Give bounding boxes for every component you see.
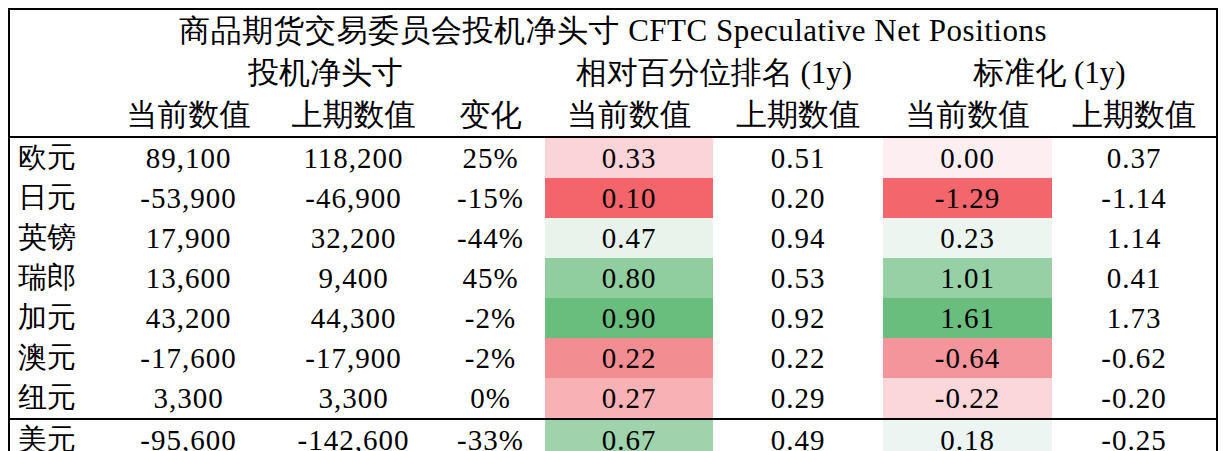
pct-current-cell: 0.47 (545, 218, 713, 258)
group-header-row: 投机净头寸 相对百分位排名 (1y) 标准化 (1y) (9, 52, 1217, 94)
cftc-positions-table: 商品期货交易委员会投机净头寸 CFTC Speculative Net Posi… (8, 8, 1218, 451)
std-previous-cell: -1.14 (1052, 178, 1217, 218)
change-cell: -15% (436, 178, 545, 218)
pos-current-cell: -17,600 (106, 338, 271, 378)
subheader-pos-current: 当前数值 (106, 94, 271, 137)
table-row-cad: 加元 43,200 44,300 -2% 0.90 0.92 1.61 1.73 (9, 298, 1217, 338)
pos-previous-cell: 32,200 (271, 218, 436, 258)
pct-current-cell: 0.22 (545, 338, 713, 378)
page-title: 商品期货交易委员会投机净头寸 CFTC Speculative Net Posi… (9, 9, 1217, 52)
pct-previous-cell: 0.92 (713, 298, 883, 338)
std-current-cell: 1.01 (883, 258, 1052, 298)
pct-current-cell: 0.90 (545, 298, 713, 338)
subheader-std-current: 当前数值 (883, 94, 1052, 137)
table-row-usd: 美元 -95,600 -142,600 -33% 0.67 0.49 0.18 … (9, 419, 1217, 451)
pos-current-cell: 3,300 (106, 378, 271, 419)
std-previous-cell: -0.20 (1052, 378, 1217, 419)
pos-previous-cell: 9,400 (271, 258, 436, 298)
currency-label: 欧元 (9, 137, 106, 178)
table-row-aud: 澳元 -17,600 -17,900 -2% 0.22 0.22 -0.64 -… (9, 338, 1217, 378)
pos-previous-cell: -46,900 (271, 178, 436, 218)
subheader-pos-previous: 上期数值 (271, 94, 436, 137)
change-cell: 0% (436, 378, 545, 419)
change-cell: 45% (436, 258, 545, 298)
pos-previous-cell: -142,600 (271, 419, 436, 451)
group-header-percentile: 相对百分位排名 (1y) (545, 52, 883, 94)
pos-previous-cell: -17,900 (271, 338, 436, 378)
change-cell: -33% (436, 419, 545, 451)
pos-current-cell: 17,900 (106, 218, 271, 258)
table-row-eur: 欧元 89,100 118,200 25% 0.33 0.51 0.00 0.3… (9, 137, 1217, 178)
currency-label: 瑞郎 (9, 258, 106, 298)
subheader-change: 变化 (436, 94, 545, 137)
group-header-empty (9, 52, 106, 94)
pos-current-cell: -95,600 (106, 419, 271, 451)
currency-label: 日元 (9, 178, 106, 218)
pos-previous-cell: 3,300 (271, 378, 436, 419)
pos-current-cell: 13,600 (106, 258, 271, 298)
pct-current-cell: 0.10 (545, 178, 713, 218)
pct-previous-cell: 0.29 (713, 378, 883, 419)
std-previous-cell: 1.73 (1052, 298, 1217, 338)
cftc-positions-table-wrap: 商品期货交易委员会投机净头寸 CFTC Speculative Net Posi… (8, 8, 1217, 446)
currency-label: 加元 (9, 298, 106, 338)
std-current-cell: -1.29 (883, 178, 1052, 218)
pct-previous-cell: 0.53 (713, 258, 883, 298)
table-row-chf: 瑞郎 13,600 9,400 45% 0.80 0.53 1.01 0.41 (9, 258, 1217, 298)
pos-current-cell: -53,900 (106, 178, 271, 218)
std-previous-cell: 1.14 (1052, 218, 1217, 258)
std-previous-cell: -0.62 (1052, 338, 1217, 378)
pct-previous-cell: 0.94 (713, 218, 883, 258)
std-current-cell: 0.00 (883, 137, 1052, 178)
pos-previous-cell: 44,300 (271, 298, 436, 338)
std-previous-cell: 0.37 (1052, 137, 1217, 178)
group-header-standardized: 标准化 (1y) (883, 52, 1217, 94)
change-cell: -44% (436, 218, 545, 258)
subheader-std-previous: 上期数值 (1052, 94, 1217, 137)
pos-current-cell: 43,200 (106, 298, 271, 338)
sub-header-row: 当前数值 上期数值 变化 当前数值 上期数值 当前数值 上期数值 (9, 94, 1217, 137)
change-cell: -2% (436, 298, 545, 338)
pct-current-cell: 0.33 (545, 137, 713, 178)
pos-previous-cell: 118,200 (271, 137, 436, 178)
currency-label: 澳元 (9, 338, 106, 378)
subheader-pct-current: 当前数值 (545, 94, 713, 137)
change-cell: -2% (436, 338, 545, 378)
subheader-pct-previous: 上期数值 (713, 94, 883, 137)
currency-label: 英镑 (9, 218, 106, 258)
currency-label: 美元 (9, 419, 106, 451)
currency-label: 纽元 (9, 378, 106, 419)
table-row-jpy: 日元 -53,900 -46,900 -15% 0.10 0.20 -1.29 … (9, 178, 1217, 218)
subheader-empty (9, 94, 106, 137)
table-title-row: 商品期货交易委员会投机净头寸 CFTC Speculative Net Posi… (9, 9, 1217, 52)
table-row-nzd: 纽元 3,300 3,300 0% 0.27 0.29 -0.22 -0.20 (9, 378, 1217, 419)
pct-previous-cell: 0.20 (713, 178, 883, 218)
group-header-positions: 投机净头寸 (106, 52, 545, 94)
std-current-cell: 0.23 (883, 218, 1052, 258)
std-current-cell: -0.64 (883, 338, 1052, 378)
table-row-gbp: 英镑 17,900 32,200 -44% 0.47 0.94 0.23 1.1… (9, 218, 1217, 258)
std-previous-cell: 0.41 (1052, 258, 1217, 298)
pct-previous-cell: 0.22 (713, 338, 883, 378)
std-current-cell: 0.18 (883, 419, 1052, 451)
std-current-cell: 1.61 (883, 298, 1052, 338)
pct-current-cell: 0.80 (545, 258, 713, 298)
pct-previous-cell: 0.51 (713, 137, 883, 178)
pos-current-cell: 89,100 (106, 137, 271, 178)
pct-current-cell: 0.67 (545, 419, 713, 451)
std-previous-cell: -0.25 (1052, 419, 1217, 451)
pct-current-cell: 0.27 (545, 378, 713, 419)
change-cell: 25% (436, 137, 545, 178)
std-current-cell: -0.22 (883, 378, 1052, 419)
pct-previous-cell: 0.49 (713, 419, 883, 451)
